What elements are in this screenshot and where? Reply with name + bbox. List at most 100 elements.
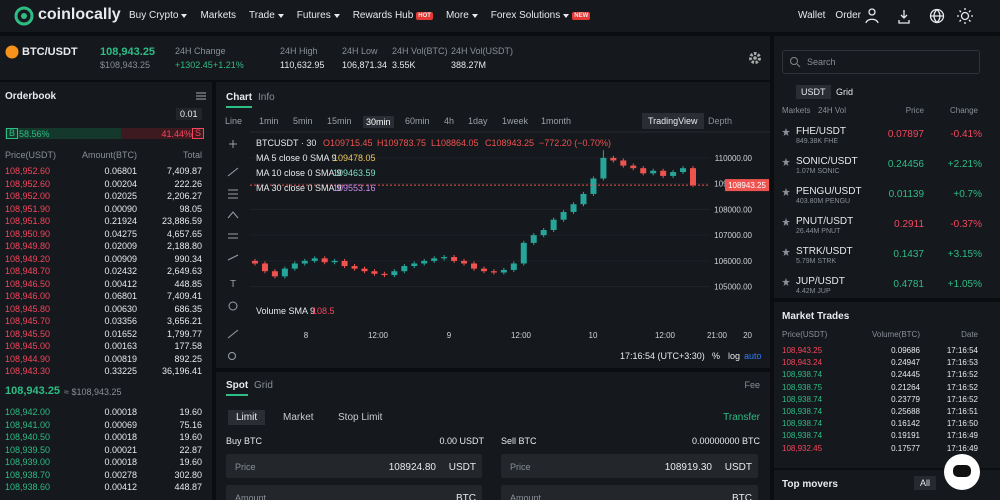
- market-star[interactable]: [782, 218, 790, 226]
- menu-item[interactable]: Forex Solutions NEW: [490, 10, 591, 21]
- menu-label[interactable]: Futures: [296, 10, 331, 21]
- transfer[interactable]: Transfer: [723, 412, 760, 423]
- menu-item[interactable]: Trade: [249, 10, 284, 21]
- search-placeholder[interactable]: Search: [807, 57, 836, 67]
- side-balance: 0.00 USDT: [439, 436, 484, 446]
- market-tab[interactable]: Grid: [836, 87, 854, 97]
- menu-label[interactable]: Forex Solutions: [490, 10, 561, 21]
- btc-icon: [5, 45, 19, 59]
- layout-icon[interactable]: [195, 90, 207, 102]
- order-type[interactable]: Market: [283, 412, 314, 423]
- settings-icon[interactable]: [748, 51, 762, 65]
- market-pair[interactable]: SONIC/USDT: [796, 156, 858, 167]
- stat-value: +1302.45: [175, 60, 213, 70]
- market-star[interactable]: [782, 158, 790, 166]
- amount-input[interactable]: [501, 485, 758, 500]
- market-header[interactable]: 24H Vol: [818, 106, 847, 115]
- menu-label[interactable]: More: [445, 10, 469, 21]
- trades-header: Price(USDT): [782, 330, 828, 339]
- menu-label[interactable]: Buy Crypto: [129, 10, 179, 21]
- top-movers-filter[interactable]: All: [914, 476, 937, 490]
- interval[interactable]: 1min: [259, 116, 279, 126]
- price-input[interactable]: [226, 454, 482, 478]
- price-label: Price: [510, 462, 531, 472]
- sell-label: S: [191, 128, 204, 139]
- trade-time: 17:16:52: [946, 394, 978, 404]
- market-star[interactable]: [782, 188, 790, 196]
- sell-ratio: 41.44%: [161, 129, 192, 139]
- market-star[interactable]: [782, 248, 790, 256]
- menu-item[interactable]: Markets: [200, 10, 236, 21]
- nav-link[interactable]: Order: [835, 10, 861, 21]
- order-type[interactable]: Limit: [228, 410, 266, 425]
- stat-label: 24H High: [280, 46, 318, 56]
- scale-mode[interactable]: auto: [744, 351, 762, 361]
- menu-label[interactable]: Trade: [249, 10, 275, 21]
- search-box[interactable]: [782, 50, 980, 74]
- market-tab[interactable]: USDT: [796, 85, 831, 99]
- scale-mode[interactable]: %: [712, 351, 721, 361]
- orderbook-cell: 0.01652: [104, 328, 137, 339]
- price-input[interactable]: [501, 454, 758, 478]
- menu-item[interactable]: More: [446, 10, 478, 21]
- interval[interactable]: Line: [225, 116, 243, 126]
- menu-label[interactable]: Markets: [200, 10, 237, 21]
- orderbook-cell: 177.58: [174, 341, 202, 351]
- menu-item[interactable]: Buy Crypto: [129, 10, 188, 21]
- menu-item[interactable]: Rewards Hub HOT: [353, 10, 433, 21]
- chart-tab[interactable]: Info: [258, 92, 275, 103]
- candle-body: [381, 273, 388, 276]
- form-tab[interactable]: Spot: [226, 380, 249, 396]
- interval[interactable]: 1week: [502, 116, 529, 126]
- logo[interactable]: coinlocally: [38, 6, 121, 23]
- market-pair[interactable]: PNUT/USDT: [796, 216, 854, 227]
- precision[interactable]: 0.01: [176, 108, 202, 120]
- order-type[interactable]: Stop Limit: [338, 412, 383, 423]
- candle-body: [660, 170, 667, 176]
- chat-button[interactable]: [942, 452, 982, 492]
- orderbook-price: 108,948.70: [5, 266, 51, 276]
- interval[interactable]: 1day: [468, 116, 488, 126]
- menu-item[interactable]: Futures: [297, 10, 340, 21]
- trade-volume: 0.19191: [891, 431, 920, 441]
- caret: [333, 13, 340, 18]
- orderbook-cell: 0.00278: [104, 469, 137, 480]
- market-change: +3.15%: [947, 249, 982, 260]
- interval[interactable]: 30min: [363, 116, 394, 128]
- market-star[interactable]: [782, 128, 790, 136]
- market-price: 0.07897: [887, 129, 924, 140]
- market-header[interactable]: Markets: [782, 106, 811, 115]
- candle-body: [670, 172, 677, 176]
- form-tab[interactable]: Grid: [254, 380, 273, 391]
- amount-input[interactable]: [226, 485, 482, 500]
- trade-time: 17:16:51: [946, 407, 978, 416]
- menu-label[interactable]: Rewards Hub: [352, 10, 414, 21]
- market-header[interactable]: Price: [905, 106, 924, 115]
- stat-extra: +1.21%: [213, 60, 244, 70]
- market-header[interactable]: Change: [949, 106, 978, 115]
- fee[interactable]: Fee: [744, 380, 760, 390]
- markets-panel: Search USDT Grid Markets 24H Vol Price Change…: [774, 36, 1000, 298]
- interval[interactable]: 5min: [293, 116, 313, 126]
- candle-body: [281, 268, 288, 277]
- amount-unit: BTC: [732, 493, 752, 500]
- candle-body: [680, 168, 687, 173]
- x-tick-label: 12:00: [368, 331, 389, 340]
- interval[interactable]: 15min: [327, 116, 352, 126]
- market-pair[interactable]: FHE/USDT: [796, 126, 846, 137]
- market-pair[interactable]: JUP/USDT: [796, 276, 845, 287]
- orderbook-cell: 23,886.59: [161, 216, 202, 226]
- interval[interactable]: 1month: [541, 116, 572, 126]
- trade-volume: 0.16142: [891, 419, 920, 429]
- nav-link[interactable]: Wallet: [798, 10, 826, 21]
- market-star[interactable]: [782, 278, 790, 286]
- scale-mode[interactable]: log: [728, 351, 741, 361]
- chart-tab[interactable]: Chart: [226, 92, 253, 108]
- candle-body: [461, 260, 468, 264]
- market-pair[interactable]: STRK/USDT: [796, 246, 853, 257]
- interval[interactable]: 60min: [405, 116, 430, 126]
- chart-view[interactable]: Depth: [708, 116, 733, 126]
- market-pair[interactable]: PENGU/USDT: [796, 186, 862, 197]
- interval[interactable]: 4h: [444, 116, 455, 126]
- chart-view[interactable]: TradingView: [642, 113, 704, 129]
